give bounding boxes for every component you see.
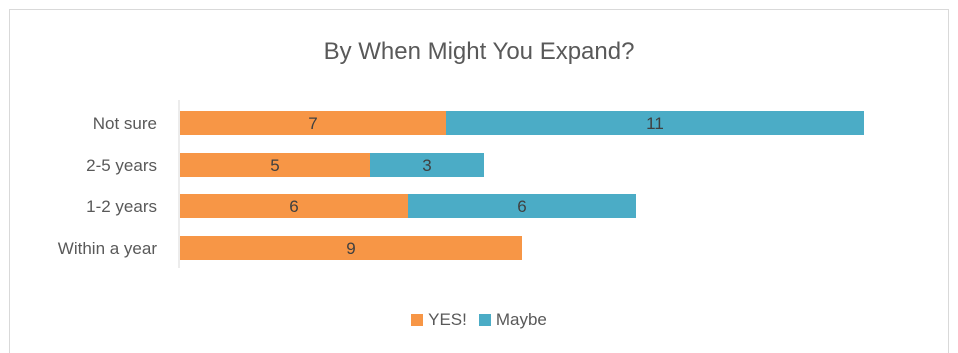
data-label-maybe-2-5-years: 3 [422,156,431,175]
category-label-within-a-year: Within a year [58,239,158,258]
legend-swatch-yes [411,314,424,326]
data-label-maybe-not-sure: 11 [646,114,664,133]
data-label-yes-within-a-year: 9 [346,239,355,258]
legend-swatch-maybe [478,314,491,326]
legend-label-maybe: Maybe [495,310,547,329]
data-label-maybe-1-2-years: 6 [517,197,526,216]
legend-item-yes: YES! [411,310,467,330]
bar-maybe-1-2-years [408,194,636,218]
legend-label-yes: YES! [428,310,467,329]
bar-yes-not-sure [180,111,446,135]
category-label-not-sure: Not sure [93,114,157,133]
bar-yes-2-5-years [180,153,370,177]
chart-frame [9,9,949,353]
data-label-yes-2-5-years: 5 [270,156,279,175]
value-labels-group: 7 11 5 3 6 6 9 [270,114,664,258]
bars-group [180,111,864,260]
category-label-2-5-years: 2-5 years [86,156,157,175]
data-label-yes-not-sure: 7 [308,114,317,133]
chart-title: By When Might You Expand? [323,38,635,65]
bar-yes-1-2-years [180,194,408,218]
data-label-yes-1-2-years: 6 [289,197,298,216]
bar-maybe-2-5-years [370,153,484,177]
legend-item-maybe: Maybe [478,310,547,330]
bar-maybe-not-sure [446,111,864,135]
bar-yes-within-a-year [180,236,522,260]
category-label-1-2-years: 1-2 years [86,197,157,216]
category-labels-group: Not sure 2-5 years 1-2 years Within a year [58,114,158,258]
legend: YES! Maybe [0,310,958,330]
